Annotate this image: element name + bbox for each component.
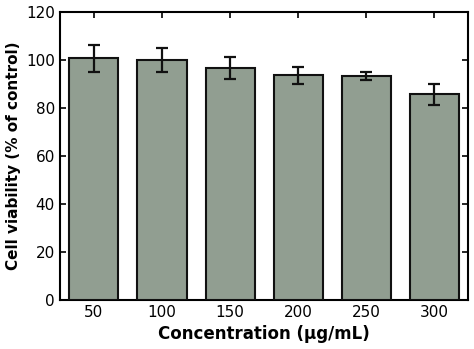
Bar	[206, 68, 255, 300]
Bar	[137, 60, 186, 300]
X-axis label: Concentration (μg/mL): Concentration (μg/mL)	[158, 326, 370, 343]
Bar	[69, 58, 118, 300]
Y-axis label: Cell viability (% of control): Cell viability (% of control)	[6, 42, 20, 270]
Bar	[273, 75, 323, 300]
Bar	[342, 76, 391, 300]
Bar	[410, 95, 459, 300]
